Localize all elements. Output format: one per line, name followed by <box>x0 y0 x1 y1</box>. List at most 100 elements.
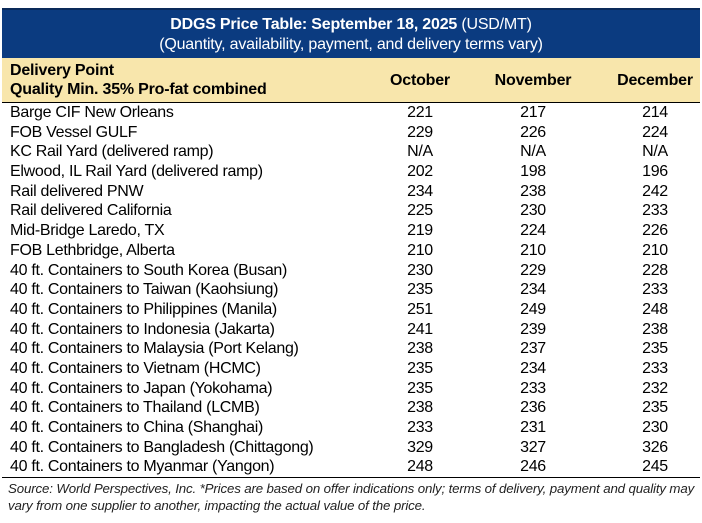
table-row: 40 ft. Containers to Taiwan (Kaohsiung) 2… <box>2 280 700 300</box>
row-label: 40 ft. Containers to Malaysia (Port Kela… <box>10 340 299 358</box>
row-label: Barge CIF New Orleans <box>10 104 174 121</box>
price-october: N/A <box>407 143 433 161</box>
table-row: FOB Lethbridge, Alberta 210 210 210 <box>2 241 700 261</box>
price-december: 224 <box>642 123 668 141</box>
row-label: 40 ft. Containers to Taiwan (Kaohsiung) <box>10 281 279 299</box>
row-label: FOB Lethbridge, Alberta <box>10 241 175 259</box>
price-december: 326 <box>642 438 668 456</box>
table-row: 40 ft. Containers to Myanmar (Yangon) 248… <box>2 457 700 477</box>
price-october: 229 <box>407 123 433 141</box>
price-october: 210 <box>407 241 433 259</box>
source-note: Source: World Perspectives, Inc. *Prices… <box>8 481 695 514</box>
table-row: 40 ft. Containers to Indonesia (Jakarta)… <box>2 320 700 340</box>
row-label: 40 ft. Containers to Vietnam (HCMC) <box>10 359 261 377</box>
table-row: Barge CIF New Orleans 221 217 214 <box>2 103 700 123</box>
table-row: 40 ft. Containers to Vietnam (HCMC) 235 23… <box>2 359 700 379</box>
price-december: 214 <box>642 104 668 121</box>
table-row: Mid-Bridge Laredo, TX 219 224 226 <box>2 221 700 241</box>
price-november: 327 <box>520 438 546 456</box>
row-label: Rail delivered PNW <box>10 182 144 200</box>
price-november: 234 <box>520 281 546 299</box>
price-october: 221 <box>407 104 433 121</box>
price-november: 226 <box>520 123 546 141</box>
price-october: 225 <box>407 202 433 220</box>
price-october: 202 <box>407 163 433 181</box>
price-october: 235 <box>407 281 433 299</box>
table-row: Rail delivered PNW 234 238 242 <box>2 182 700 202</box>
table-row: Elwood, IL Rail Yard (delivered ramp) 202… <box>2 162 700 182</box>
price-november: 217 <box>520 104 546 121</box>
price-october: 233 <box>407 419 433 436</box>
table-row: Rail delivered California 225 230 233 <box>2 201 700 221</box>
row-label: 40 ft. Containers to Indonesia (Jakarta) <box>10 320 275 338</box>
price-november: 231 <box>520 419 546 436</box>
price-december: 235 <box>642 340 668 358</box>
price-november: 239 <box>520 320 546 338</box>
row-label: 40 ft. Containers to Myanmar (Yangon) <box>10 458 275 476</box>
row-label: FOB Vessel GULF <box>10 123 138 141</box>
price-november: 230 <box>520 202 546 220</box>
price-october: 251 <box>407 300 433 318</box>
header-december: December <box>617 72 693 89</box>
price-october: 241 <box>407 320 433 338</box>
price-november: 234 <box>520 359 546 377</box>
price-december: 235 <box>642 399 668 417</box>
price-november: 238 <box>520 182 546 200</box>
table-row: 40 ft. Containers to China (Shanghai) 233… <box>2 418 700 438</box>
row-label: Mid-Bridge Laredo, TX <box>10 222 165 240</box>
price-november: 237 <box>520 340 546 358</box>
row-label: 40 ft. Containers to Thailand (LCMB) <box>10 399 260 417</box>
header-quality: Quality Min. 35% Pro-fat combined <box>10 81 267 98</box>
table-body: Barge CIF New Orleans 221 217 214 FOB Vessel… <box>2 103 700 479</box>
table-row: FOB Vessel GULF 229 226 224 <box>2 123 700 143</box>
price-october: 248 <box>407 458 433 476</box>
table-row: 40 ft. Containers to Thailand (LCMB) 238 2… <box>2 398 700 418</box>
table-header: Delivery Point Quality Min. 35% Pro-fat … <box>2 58 700 103</box>
price-october: 219 <box>407 222 433 240</box>
table-row: 40 ft. Containers to Bangladesh (Chittag… <box>2 438 700 458</box>
price-november: 229 <box>520 261 546 279</box>
price-november: 224 <box>520 222 546 240</box>
header-november: November <box>494 72 572 89</box>
price-november: 246 <box>520 458 546 476</box>
price-december: 245 <box>642 458 668 476</box>
title-unit: (USD/MT) <box>457 16 532 33</box>
price-november: N/A <box>520 143 546 161</box>
price-october: 238 <box>407 340 433 358</box>
price-december: 232 <box>642 379 668 397</box>
price-december: 228 <box>642 261 668 279</box>
row-label: 40 ft. Containers to China (Shanghai) <box>10 419 264 436</box>
price-november: 236 <box>520 399 546 417</box>
row-label: Rail delivered California <box>10 202 172 220</box>
table-row: 40 ft. Containers to Japan (Yokohama) 235… <box>2 379 700 399</box>
price-december: 196 <box>642 163 668 181</box>
price-november: 233 <box>520 379 546 397</box>
price-october: 235 <box>407 359 433 377</box>
price-november: 198 <box>520 163 546 181</box>
title-main: DDGS Price Table: September 18, 2025 <box>170 16 458 33</box>
table-row: 40 ft. Containers to Malaysia (Port Kela… <box>2 339 700 359</box>
price-december: 248 <box>642 300 668 318</box>
price-october: 238 <box>407 399 433 417</box>
row-label: 40 ft. Containers to Bangladesh (Chittag… <box>10 438 314 456</box>
row-label: 40 ft. Containers to Philippines (Manila… <box>10 300 277 318</box>
price-december: 238 <box>642 320 668 338</box>
row-label: KC Rail Yard (delivered ramp) <box>10 143 214 161</box>
table-row: 40 ft. Containers to Philippines (Manila… <box>2 300 700 320</box>
price-december: 210 <box>642 241 668 259</box>
table-row: 40 ft. Containers to South Korea (Busan)… <box>2 261 700 281</box>
price-december: 233 <box>642 281 668 299</box>
row-label: 40 ft. Containers to Japan (Yokohama) <box>10 379 273 397</box>
price-december: 242 <box>642 182 668 200</box>
price-october: 234 <box>407 182 433 200</box>
price-december: 233 <box>642 202 668 220</box>
price-november: 249 <box>520 300 546 318</box>
row-label: Elwood, IL Rail Yard (delivered ramp) <box>10 163 263 181</box>
price-december: N/A <box>642 143 668 161</box>
table-title: DDGS Price Table: September 18, 2025 (US… <box>2 8 700 58</box>
table-row: KC Rail Yard (delivered ramp) N/A N/A N/A <box>2 142 700 162</box>
price-december: 230 <box>642 419 668 436</box>
price-december: 226 <box>642 222 668 240</box>
price-october: 329 <box>407 438 433 456</box>
price-table: DDGS Price Table: September 18, 2025 (US… <box>2 8 700 514</box>
